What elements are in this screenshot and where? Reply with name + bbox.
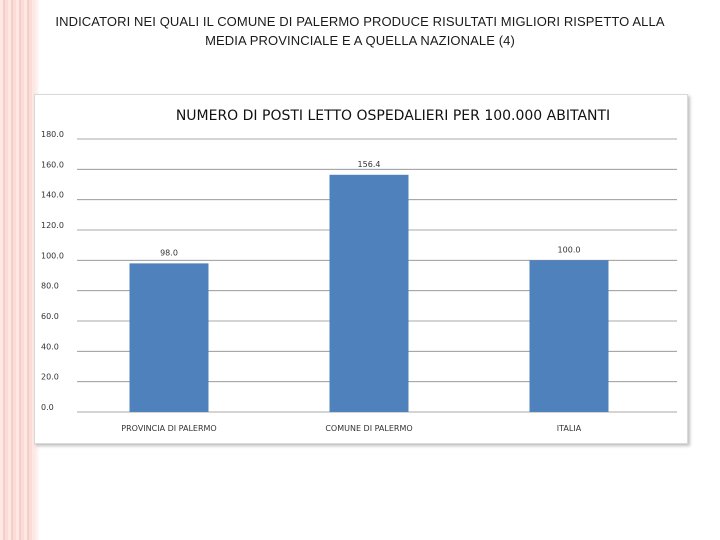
slide-title: INDICATORI NEI QUALI IL COMUNE DI PALERM… xyxy=(40,12,680,50)
bars xyxy=(129,174,609,412)
category-label: ITALIA xyxy=(557,424,582,433)
slide-title-line-1: INDICATORI NEI QUALI IL COMUNE DI PALERM… xyxy=(55,14,665,29)
decorative-stripes xyxy=(0,0,40,540)
bar xyxy=(529,260,609,412)
y-tick-label: 180.0 xyxy=(41,130,64,139)
category-labels: PROVINCIA DI PALERMO COMUNE DI PALERMO ITA… xyxy=(121,424,581,433)
data-labels: 98.0 156.4 100.0 xyxy=(160,160,580,258)
y-tick-label: 120.0 xyxy=(41,221,64,230)
y-tick-label: 140.0 xyxy=(41,191,64,200)
chart-container: NUMERO DI POSTI LETTO OSPEDALIERI PER 10… xyxy=(34,94,688,444)
bar-value-label: 156.4 xyxy=(358,160,381,169)
category-label: PROVINCIA DI PALERMO xyxy=(121,424,216,433)
y-tick-label: 80.0 xyxy=(41,282,59,291)
y-tick-label: 60.0 xyxy=(41,312,59,321)
y-axis-ticks: 0.0 20.0 40.0 60.0 80.0 100.0 120.0 140.0 160.0 1… xyxy=(41,130,64,412)
y-tick-label: 20.0 xyxy=(41,373,59,382)
slide-title-line-2: MEDIA PROVINCIALE E A QUELLA NAZIONALE (… xyxy=(205,33,515,48)
bar xyxy=(329,174,409,412)
category-label: COMUNE DI PALERMO xyxy=(325,424,412,433)
chart-title: NUMERO DI POSTI LETTO OSPEDALIERI PER 10… xyxy=(176,108,610,124)
bar-chart: NUMERO DI POSTI LETTO OSPEDALIERI PER 10… xyxy=(41,108,677,433)
bar-value-label: 98.0 xyxy=(160,248,178,257)
y-tick-label: 40.0 xyxy=(41,342,59,351)
y-tick-label: 0.0 xyxy=(41,403,54,412)
bar xyxy=(129,263,209,412)
bar-value-label: 100.0 xyxy=(558,245,581,254)
y-tick-label: 160.0 xyxy=(41,160,64,169)
y-tick-label: 100.0 xyxy=(41,251,64,260)
